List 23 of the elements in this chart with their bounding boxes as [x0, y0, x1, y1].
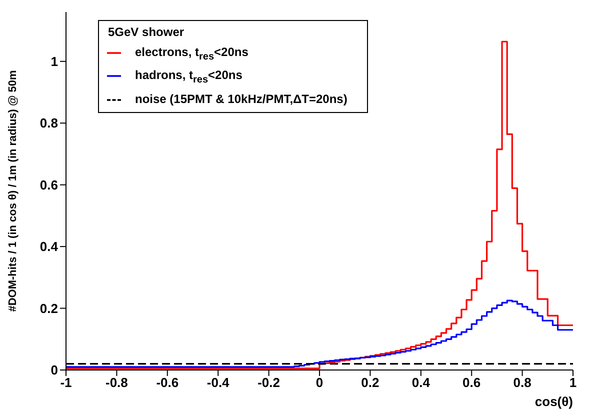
- x-tick-label: -0.6: [156, 375, 179, 390]
- legend-label: electrons, t$_{res}$<20ns: [135, 45, 248, 62]
- y-tick-label: 0.8: [40, 116, 58, 131]
- legend-label: noise (15PMT & 10kHz/PMT,ΔT=20ns): [135, 92, 348, 106]
- x-tick-label: 0.6: [462, 375, 481, 390]
- y-tick-label: 0.6: [40, 177, 58, 192]
- x-axis-title: cos(θ): [534, 394, 573, 409]
- legend-label: hadrons, t$_{res}$<20ns: [135, 68, 242, 86]
- y-tick-label: 0.4: [40, 239, 59, 254]
- x-tick-label: 1: [569, 375, 577, 390]
- x-tick-label: 0.8: [513, 375, 532, 390]
- x-tick-label: 0: [316, 375, 324, 390]
- x-tick-label: 0.4: [412, 375, 431, 390]
- x-tick-label: -0.4: [206, 375, 230, 390]
- legend-title: 5GeV shower: [108, 25, 184, 39]
- x-tick-label: 0.2: [361, 375, 380, 390]
- x-tick-label: -1: [60, 375, 72, 390]
- y-tick-label: 1: [50, 54, 58, 69]
- y-tick-label: 0.2: [40, 300, 58, 316]
- x-tick-label: -0.2: [258, 375, 280, 390]
- y-axis-title: #DOM-hits / 1 (in cos θ) / 1m (in radius) @ 50m: [6, 70, 19, 312]
- x-tick-label: -0.8: [105, 375, 128, 390]
- y-tick-label: 0: [50, 362, 58, 378]
